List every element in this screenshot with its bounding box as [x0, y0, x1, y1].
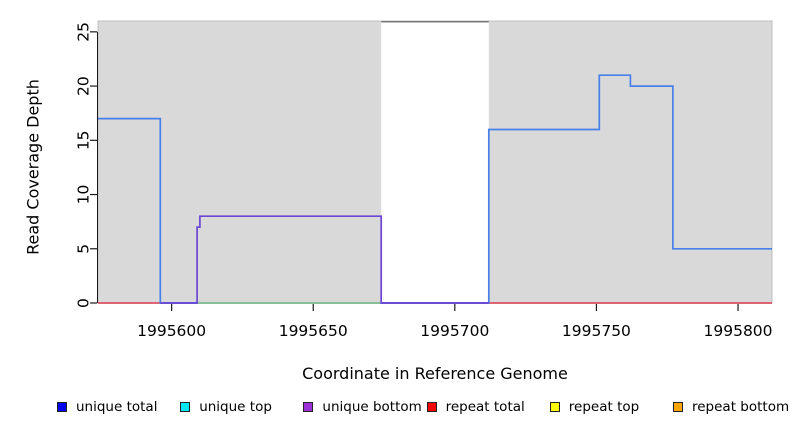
- legend-label: repeat top: [568, 399, 640, 415]
- legend-swatch: [673, 402, 683, 412]
- x-axis-tick-label: 1995650: [279, 322, 348, 340]
- y-axis-tick-label: 20: [75, 76, 93, 96]
- y-axis-tick-label: 0: [75, 298, 93, 308]
- y-axis-tick-label: 10: [75, 185, 93, 205]
- legend-label: unique total: [76, 399, 158, 415]
- legend-swatch: [549, 402, 560, 412]
- x-axis-title: Coordinate in Reference Genome: [302, 364, 568, 383]
- legend-swatch: [180, 402, 191, 412]
- x-axis-tick-label: 1995750: [562, 322, 631, 340]
- legend-label: unique bottom: [322, 399, 422, 415]
- legend-item-unique-top: unique top: [180, 398, 272, 416]
- series-unique-total-line: [98, 74, 772, 304]
- y-axis-tick-label: 25: [75, 22, 93, 42]
- legend-item-unique-bottom: unique bottom: [303, 398, 422, 416]
- x-axis-tick-label: 1995600: [137, 322, 206, 340]
- legend-swatch: [303, 402, 314, 412]
- y-axis-title: Read Coverage Depth: [23, 79, 43, 255]
- series-unique-bottom-line: [160, 215, 489, 304]
- legend-swatch: [426, 402, 437, 412]
- legend-swatch: [57, 402, 67, 412]
- legend-label: repeat bottom: [692, 399, 790, 415]
- x-axis-tick-label: 1995700: [420, 322, 489, 340]
- legend-label: unique top: [199, 399, 272, 415]
- legend-item-repeat-top: repeat top: [549, 398, 640, 416]
- legend-item-repeat-bottom: repeat bottom: [673, 398, 789, 416]
- chart-svg: 1995600 1995650 1995700 1995750 1995800 0 5 10 1…: [75, 20, 773, 340]
- legend-item-unique-total: unique total: [57, 398, 157, 416]
- legend-label: repeat total: [445, 399, 525, 415]
- y-axis-tick-label: 5: [75, 244, 93, 254]
- highlight-region: [381, 21, 489, 303]
- legend: unique total unique top unique bottom repea…: [0, 398, 792, 418]
- legend-item-repeat-total: repeat total: [426, 398, 525, 416]
- y-axis-tick-label: 15: [75, 130, 93, 150]
- x-axis-tick-label: 1995800: [704, 322, 773, 340]
